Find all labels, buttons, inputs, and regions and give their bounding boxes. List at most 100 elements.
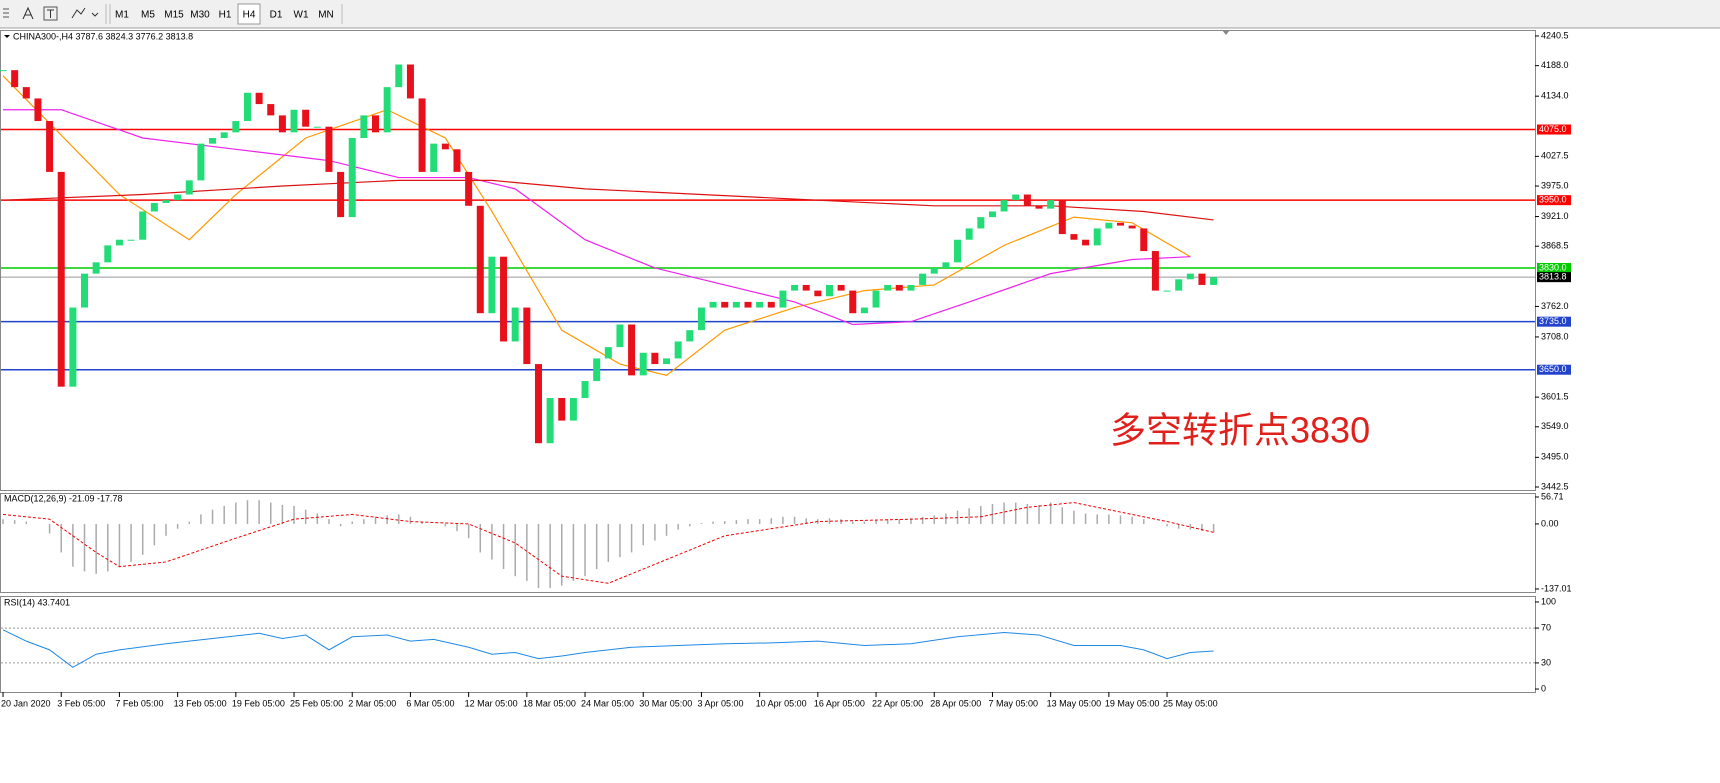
candle (430, 143, 438, 172)
text-tool-icon[interactable] (22, 6, 34, 20)
toolbar (0, 0, 1720, 28)
candle (162, 200, 170, 203)
candle (220, 132, 228, 138)
timeframe-button[interactable]: H4 (243, 10, 256, 21)
y-tick-label: 100 (1541, 596, 1556, 606)
candle (115, 239, 123, 246)
candle (441, 143, 449, 150)
candle (476, 205, 484, 314)
price-level-tag (1537, 272, 1571, 283)
candle (744, 301, 752, 308)
candle (1151, 251, 1159, 291)
shapes-icon[interactable] (71, 7, 99, 19)
price-level-tag (1537, 316, 1571, 327)
candle (1070, 234, 1078, 240)
candle (721, 301, 729, 308)
candle (348, 137, 356, 218)
candle (1163, 290, 1171, 292)
macd-panel (0, 493, 1536, 593)
timeframe-button[interactable]: W1 (294, 10, 309, 21)
candle (837, 284, 845, 291)
candle (628, 324, 636, 376)
candle (255, 92, 263, 105)
timeframe-button[interactable]: MN (318, 10, 334, 21)
candle (849, 290, 857, 314)
y-tick-label: 4027.5 (1541, 151, 1569, 161)
candle (209, 137, 217, 144)
y-tick-label: 3708.0 (1541, 331, 1569, 341)
candle (930, 267, 938, 274)
x-tick-label: 12 Mar 05:00 (465, 698, 518, 708)
candle (767, 301, 775, 308)
candle (1023, 194, 1031, 206)
candle (569, 397, 577, 421)
y-tick-label: 3921.0 (1541, 211, 1569, 221)
candle (954, 239, 962, 263)
timeframe-button[interactable]: D1 (270, 10, 283, 21)
x-tick-label: 19 Feb 05:00 (232, 698, 285, 708)
candle (546, 397, 554, 444)
timeframe-button[interactable]: H1 (219, 10, 232, 21)
label-tool-icon[interactable] (43, 6, 58, 21)
price-level-tag (1537, 364, 1571, 375)
crosshair-icon[interactable] (3, 8, 9, 18)
candle (663, 358, 671, 365)
y-tick-label: 3601.5 (1541, 392, 1569, 402)
y-tick-label: 3868.5 (1541, 241, 1569, 251)
candle (453, 149, 461, 172)
candle (267, 104, 275, 116)
candle (919, 273, 927, 285)
candle (988, 211, 996, 218)
shift-marker (1222, 30, 1230, 35)
timeframe-button[interactable]: M30 (190, 10, 210, 21)
x-tick-label: 24 Mar 05:00 (581, 698, 634, 708)
x-tick-label: 18 Mar 05:00 (523, 698, 576, 708)
candle (1116, 222, 1124, 226)
x-tick-label: 13 Feb 05:00 (174, 698, 227, 708)
candle (942, 262, 950, 268)
candle (965, 228, 973, 240)
y-tick-label: 0.00 (1541, 518, 1559, 528)
x-tick-label: 30 Mar 05:00 (639, 698, 692, 708)
candle (604, 347, 612, 359)
y-tick-label: 3975.0 (1541, 180, 1569, 190)
candle (1047, 200, 1055, 209)
candle (511, 307, 519, 342)
x-tick-label: 22 Apr 05:00 (872, 698, 923, 708)
candle (1035, 205, 1043, 209)
label-tool-glyph (47, 9, 54, 18)
x-tick-label: 7 May 05:00 (988, 698, 1038, 708)
main-panel (0, 30, 1536, 491)
y-tick-label: 4240.5 (1541, 30, 1569, 40)
macd-signal (2, 502, 1214, 584)
price-level-label: 3813.8 (1539, 272, 1567, 282)
candle (22, 87, 30, 99)
candle (593, 358, 601, 382)
symbol-menu[interactable] (4, 35, 10, 38)
candle (395, 64, 403, 88)
moving-average (3, 179, 1214, 221)
timeframe-button[interactable]: M15 (164, 10, 184, 21)
candle (127, 239, 135, 241)
candle (337, 171, 345, 218)
timeframe-button[interactable]: M5 (141, 10, 155, 21)
x-tick-label: 6 Mar 05:00 (406, 698, 454, 708)
candle (907, 284, 915, 291)
price-level-label: 3735.0 (1539, 316, 1567, 326)
candle (406, 64, 414, 99)
y-tick-label: 30 (1541, 657, 1551, 667)
x-tick-label: 25 May 05:00 (1163, 698, 1218, 708)
candle (1210, 277, 1218, 285)
candle (697, 307, 705, 331)
x-tick-label: 7 Feb 05:00 (115, 698, 163, 708)
timeframe-button[interactable]: M1 (115, 10, 129, 21)
candle (639, 352, 647, 376)
candle (1082, 239, 1090, 246)
candle (872, 290, 880, 308)
x-tick-label: 20 Jan 2020 (1, 698, 51, 708)
candle (500, 256, 508, 342)
price-level-label: 3650.0 (1539, 364, 1567, 374)
candle (465, 171, 473, 206)
moving-average (2, 75, 1191, 377)
candle (802, 284, 810, 291)
